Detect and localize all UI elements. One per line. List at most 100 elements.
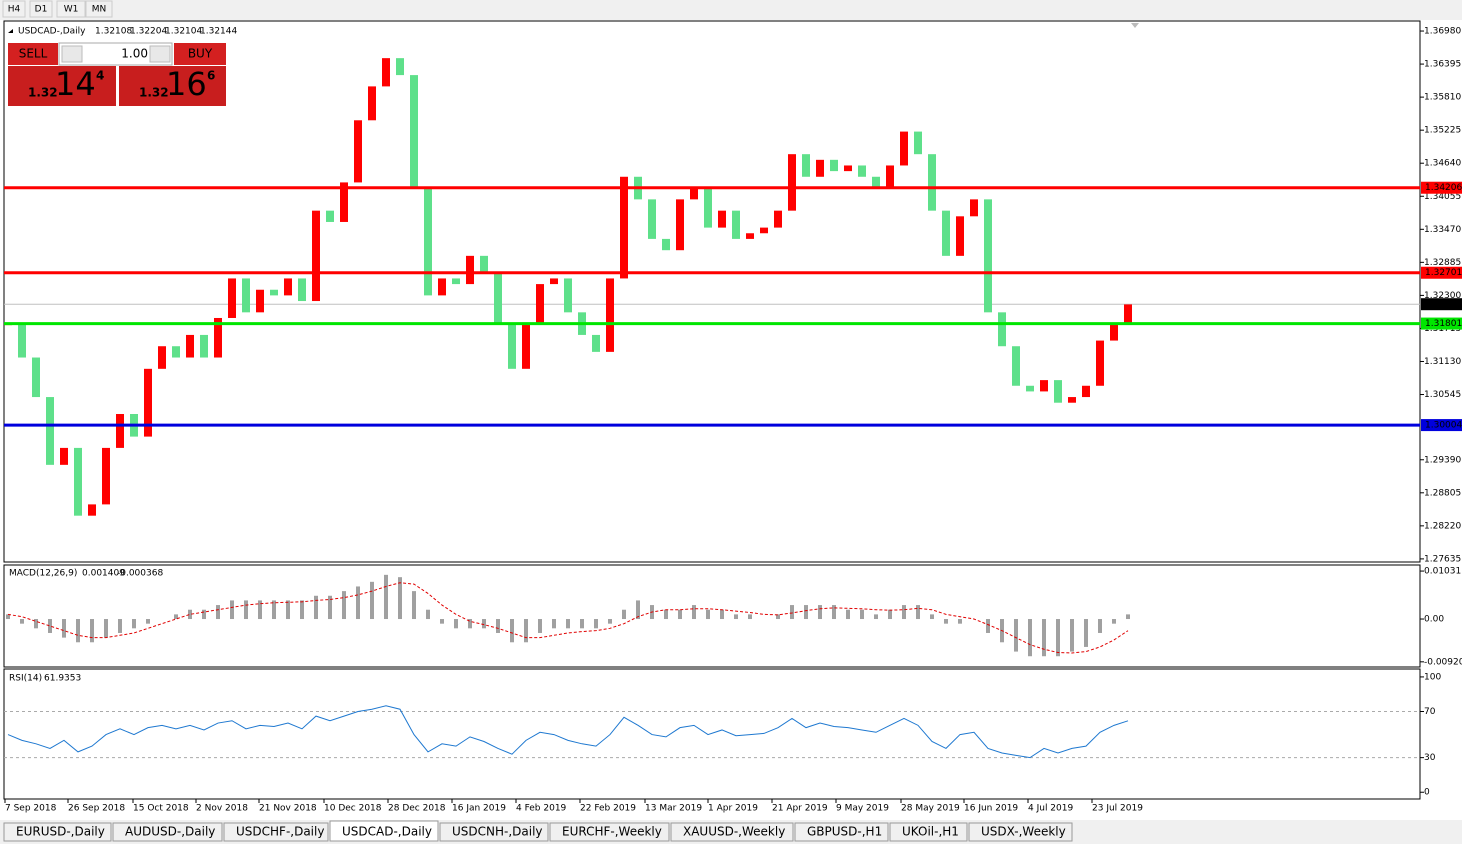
- lots-box[interactable]: [58, 42, 173, 66]
- timeframe-label: D1: [35, 5, 48, 15]
- date-label: 28 Dec 2018: [388, 804, 446, 814]
- date-label: 21 Nov 2018: [259, 804, 317, 814]
- date-label: 22 Feb 2019: [580, 804, 636, 814]
- tab[interactable]: [439, 822, 549, 842]
- tab[interactable]: [968, 822, 1073, 842]
- timeframe-label: H4: [8, 5, 21, 15]
- candle: [88, 504, 96, 516]
- candle: [746, 233, 754, 239]
- date-label: 4 Jul 2019: [1028, 804, 1073, 814]
- ohlc-value: 1.32104: [165, 27, 202, 37]
- price-tick-label: 1.28220: [1424, 521, 1461, 531]
- date-label: 9 May 2019: [836, 804, 889, 814]
- candle: [1110, 323, 1118, 341]
- candle: [452, 278, 460, 285]
- candle: [410, 75, 418, 189]
- rsi-value: 61.9353: [44, 674, 81, 684]
- candle: [676, 199, 684, 251]
- candle: [172, 346, 180, 358]
- timeframe-button[interactable]: [2, 0, 26, 18]
- tab[interactable]: [549, 822, 670, 842]
- candle: [18, 323, 26, 358]
- timeframe-button[interactable]: [85, 0, 113, 18]
- candle: [704, 188, 712, 228]
- price-tick-label: 1.30545: [1424, 390, 1461, 400]
- candle: [998, 312, 1006, 347]
- tab[interactable]: [670, 822, 794, 842]
- buy-price-small: 6: [207, 69, 215, 83]
- candle: [32, 357, 40, 398]
- candle: [144, 368, 152, 437]
- candle: [648, 199, 656, 239]
- candle: [564, 278, 572, 313]
- candle: [760, 227, 768, 234]
- macd-tick-label: 0.00: [1424, 615, 1444, 625]
- tab[interactable]: [889, 822, 968, 842]
- tab[interactable]: [329, 820, 439, 842]
- tab-label: USDX-,Weekly: [981, 825, 1066, 839]
- candle: [158, 346, 166, 369]
- tab[interactable]: [3, 822, 112, 842]
- date-label: 10 Dec 2018: [324, 804, 382, 814]
- price-tick-label: 1.34055: [1424, 192, 1461, 202]
- candle: [970, 199, 978, 217]
- lots-down[interactable]: [61, 45, 83, 63]
- date-label: 7 Sep 2018: [5, 804, 57, 814]
- buy-price-box[interactable]: [119, 66, 226, 106]
- candle: [424, 188, 432, 296]
- candle: [284, 278, 292, 296]
- tab-label: XAUUSD-,Weekly: [683, 825, 785, 839]
- buy-price-prefix: 1.32: [139, 86, 169, 100]
- tab[interactable]: [794, 822, 889, 842]
- price-tick-label: 1.27635: [1424, 554, 1461, 564]
- macd-signal: [7, 582, 1129, 654]
- candle: [774, 210, 782, 228]
- macd-tick-label: -0.009203: [1424, 657, 1462, 667]
- timeframe-button[interactable]: [56, 0, 86, 18]
- candle: [550, 278, 558, 285]
- candle: [1040, 380, 1048, 392]
- candle: [788, 154, 796, 211]
- candle: [494, 272, 502, 324]
- price-tick-label: 1.32300: [1424, 291, 1461, 301]
- level-label-bg: [1421, 419, 1462, 432]
- candle: [46, 397, 54, 465]
- sell-button[interactable]: [8, 43, 58, 65]
- candle: [900, 131, 908, 166]
- buy-button[interactable]: [174, 43, 226, 65]
- candle: [1054, 380, 1062, 403]
- date-label: 4 Feb 2019: [516, 804, 567, 814]
- rsi-tick-label: 100: [1424, 672, 1441, 682]
- candle: [872, 176, 880, 189]
- price-tick-label: 1.36980: [1424, 27, 1461, 37]
- candle: [886, 165, 894, 189]
- candle: [956, 216, 964, 256]
- price-tick-label: 1.36395: [1424, 60, 1461, 70]
- date-label: 23 Jul 2019: [1092, 804, 1143, 814]
- candle: [844, 165, 852, 172]
- candle: [340, 182, 348, 222]
- symbol-label: USDCAD-,Daily: [18, 27, 86, 37]
- lots-up[interactable]: [149, 45, 171, 63]
- candle: [242, 278, 250, 313]
- main-chart-frame: [3, 20, 1421, 563]
- sell-label: SELL: [19, 47, 48, 61]
- candle: [718, 210, 726, 228]
- candle: [690, 188, 698, 200]
- tab[interactable]: [223, 822, 329, 842]
- rsi-frame: [3, 668, 1421, 800]
- candle: [1096, 340, 1104, 386]
- price-tick-label: 1.33470: [1424, 225, 1461, 235]
- level-label-bg: [1421, 181, 1462, 194]
- lots-value: 1.00: [121, 47, 148, 61]
- sell-price-box[interactable]: [8, 66, 116, 106]
- timeframe-button[interactable]: [29, 0, 53, 18]
- price-tick-label: 1.29390: [1424, 455, 1461, 465]
- candle: [536, 284, 544, 324]
- date-label: 16 Jan 2019: [452, 804, 506, 814]
- price-tick-label: 1.31130: [1424, 357, 1461, 367]
- tab[interactable]: [112, 822, 223, 842]
- candle: [1082, 385, 1090, 398]
